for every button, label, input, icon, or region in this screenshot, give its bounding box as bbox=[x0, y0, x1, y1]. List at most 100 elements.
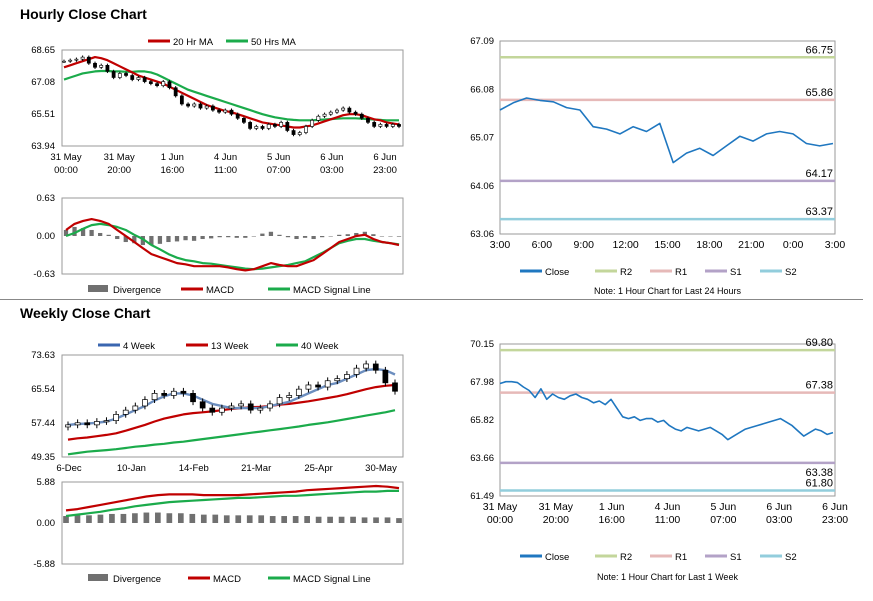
candle-body bbox=[335, 109, 339, 113]
divergence-bar bbox=[115, 236, 120, 240]
candle-body bbox=[65, 424, 71, 428]
divergence-bar bbox=[212, 514, 219, 523]
candle-body bbox=[229, 109, 234, 115]
candle-body bbox=[359, 113, 364, 119]
y-tick-label: 67.98 bbox=[470, 377, 494, 388]
plot-frame bbox=[499, 40, 836, 235]
y-tick-label: 65.07 bbox=[470, 133, 494, 144]
x-tick-label: 6 Jun bbox=[766, 501, 792, 513]
candle-body bbox=[392, 382, 398, 392]
legend-50hr-ma: 50 Hrs MA bbox=[251, 37, 297, 48]
legend-close: Close bbox=[545, 267, 569, 278]
candle-body bbox=[223, 109, 228, 113]
plot-frame bbox=[61, 354, 404, 458]
x-tick-label: 15:00 bbox=[654, 239, 680, 251]
candle-body bbox=[180, 390, 187, 394]
candle-body bbox=[217, 109, 221, 113]
candle-body bbox=[238, 403, 244, 407]
x-tick-label: 14-Feb bbox=[179, 463, 209, 474]
candle-body bbox=[228, 405, 235, 409]
close-line bbox=[499, 380, 834, 441]
weekly-section-title: Weekly Close Chart bbox=[20, 305, 151, 321]
candle-body bbox=[334, 378, 341, 382]
divergence-bar bbox=[191, 236, 197, 241]
divergence-bar bbox=[89, 229, 94, 236]
divergence-bar bbox=[260, 233, 265, 236]
candle-body bbox=[219, 407, 225, 413]
divergence-bar bbox=[361, 517, 368, 523]
divergence-bar bbox=[396, 236, 402, 237]
divergence-bar bbox=[72, 226, 77, 236]
candle-body bbox=[295, 388, 302, 396]
divergence-bar bbox=[350, 516, 356, 523]
divergence-bar bbox=[97, 514, 104, 523]
legend-r2: R2 bbox=[620, 267, 632, 278]
x-tick-label: 21-Mar bbox=[241, 463, 271, 474]
x-tick-label: 3:00 bbox=[490, 239, 511, 251]
divergence-bar bbox=[132, 513, 138, 523]
y-tick-label: 66.08 bbox=[470, 84, 494, 95]
divergence-bar bbox=[140, 236, 145, 246]
candle-body bbox=[124, 73, 128, 76]
divergence-bar bbox=[120, 513, 127, 523]
y-tick-label: 67.08 bbox=[31, 77, 55, 88]
candle-body bbox=[353, 111, 358, 115]
divergence-bar bbox=[327, 516, 333, 523]
candle-body bbox=[204, 105, 209, 109]
divergence-bar bbox=[234, 236, 239, 238]
y-tick-label: 5.88 bbox=[37, 477, 56, 488]
candle-body bbox=[353, 367, 360, 375]
divergence-bar bbox=[281, 516, 288, 523]
x-tick-label: 11:00 bbox=[655, 514, 681, 526]
macd-line bbox=[65, 218, 400, 272]
candle-body bbox=[260, 126, 265, 129]
y-tick-label: 68.65 bbox=[31, 45, 55, 56]
candle-body bbox=[285, 122, 290, 131]
x-tick-label: 00:00 bbox=[54, 165, 78, 176]
divergence-bar bbox=[315, 516, 322, 523]
x-tick-label: 07:00 bbox=[710, 514, 736, 526]
candle-body bbox=[347, 107, 352, 113]
legend-divergence-swatch bbox=[88, 285, 108, 292]
candle-body bbox=[105, 64, 110, 72]
legend-s2: S2 bbox=[785, 267, 797, 278]
divergence-bar bbox=[74, 515, 81, 523]
level-label-s2: 61.80 bbox=[805, 478, 833, 490]
legend-13-week: 13 Week bbox=[211, 341, 249, 352]
divergence-bar bbox=[86, 515, 92, 523]
candle-body bbox=[179, 95, 184, 105]
divergence-bar bbox=[166, 236, 171, 243]
x-tick-label: 5 Jun bbox=[710, 501, 736, 513]
candle-body bbox=[378, 124, 383, 127]
y-tick-label: 57.44 bbox=[31, 418, 55, 429]
x-tick-label: 1 Jun bbox=[161, 152, 184, 163]
candle-body bbox=[273, 124, 277, 127]
candle-body bbox=[142, 399, 148, 407]
candle-body bbox=[122, 409, 129, 415]
y-tick-label: 63.66 bbox=[470, 453, 494, 464]
divergence-bar bbox=[155, 512, 161, 523]
divergence-bar bbox=[294, 236, 299, 240]
x-tick-label: 4 Jun bbox=[214, 152, 237, 163]
candle-body bbox=[344, 374, 350, 380]
divergence-bar bbox=[337, 234, 342, 236]
divergence-bar bbox=[258, 515, 265, 523]
y-tick-label: 65.82 bbox=[470, 415, 494, 426]
x-tick-label: 1 Jun bbox=[599, 501, 625, 513]
divergence-bar bbox=[189, 513, 196, 523]
candle-body bbox=[161, 81, 166, 86]
divergence-bar bbox=[311, 236, 316, 240]
level-label-r2: 66.75 bbox=[805, 44, 833, 56]
candle-body bbox=[93, 62, 97, 68]
divergence-bar bbox=[277, 234, 282, 236]
candle-body bbox=[199, 401, 206, 409]
chart-note: Note: 1 Hour Chart for Last 1 Week bbox=[597, 572, 738, 582]
divergence-bar bbox=[292, 516, 299, 523]
candle-body bbox=[117, 73, 122, 78]
candle-body bbox=[384, 124, 389, 127]
candle-body bbox=[372, 122, 377, 127]
x-tick-label: 23:00 bbox=[373, 165, 397, 176]
divergence-bar bbox=[123, 236, 128, 243]
candle-body bbox=[235, 113, 240, 119]
plot-frame bbox=[61, 49, 404, 147]
